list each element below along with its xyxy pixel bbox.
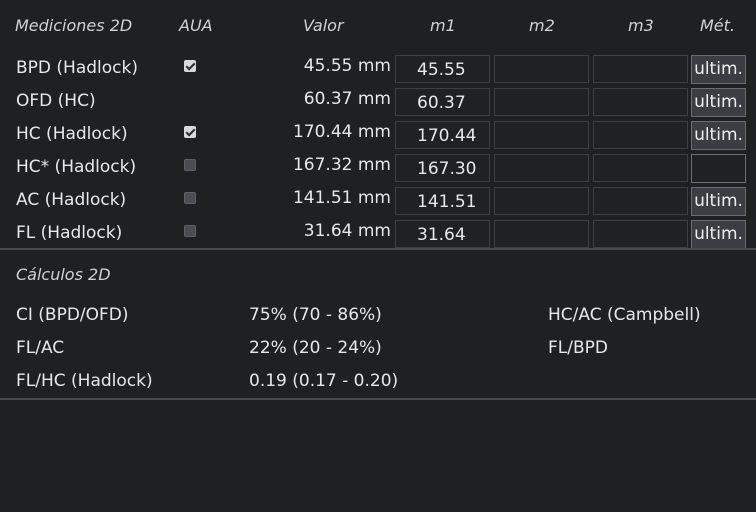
measurement-row-fl: FL (Hadlock) 31.64 mm 31.64 ultim. <box>0 217 756 250</box>
calc-name: FL/HC (Hadlock) <box>16 371 153 391</box>
measurement-value: 31.64 mm <box>303 221 391 241</box>
m2-field[interactable] <box>494 55 589 83</box>
section-title-calculos: Cálculos 2D <box>16 265 111 284</box>
measurement-name: FL (Hadlock) <box>16 223 123 243</box>
method-button[interactable]: ultim. <box>691 187 746 216</box>
measurement-name: HC (Hadlock) <box>16 124 128 144</box>
section-divider <box>0 248 756 250</box>
measurement-row-hc: HC (Hadlock) 170.44 mm 170.44 ultim. <box>0 118 756 151</box>
m3-field[interactable] <box>593 154 688 182</box>
method-button[interactable]: ultim. <box>691 55 746 84</box>
m1-value: 141.51 <box>417 192 477 212</box>
method-button[interactable]: ultim. <box>691 121 746 150</box>
m1-value: 167.30 <box>417 159 477 179</box>
column-header-m3: m3 <box>628 16 654 35</box>
measurement-row-ofd: OFD (HC) 60.37 mm 60.37 ultim. <box>0 85 756 118</box>
measurement-value: 170.44 mm <box>292 122 391 142</box>
aua-checkbox[interactable] <box>184 225 196 237</box>
m2-field[interactable] <box>494 121 589 149</box>
measurement-value: 167.32 mm <box>292 155 391 175</box>
section-title-mediciones: Mediciones 2D <box>15 16 133 35</box>
aua-checkbox[interactable] <box>184 126 196 138</box>
calc-value: 0.19 (0.17 - 0.20) <box>249 371 399 391</box>
m2-field[interactable] <box>494 88 589 116</box>
m3-field[interactable] <box>593 187 688 215</box>
measurement-value: 45.55 mm <box>303 56 391 76</box>
m1-field[interactable]: 141.51 <box>395 187 490 215</box>
m1-field[interactable]: 45.55 <box>395 55 490 83</box>
column-header-metodo: Mét. <box>700 16 736 35</box>
measurement-name: OFD (HC) <box>16 91 96 111</box>
measurement-name: AC (Hadlock) <box>16 190 127 210</box>
m3-field[interactable] <box>593 121 688 149</box>
calc-name-right: HC/AC (Campbell) <box>548 305 701 325</box>
m3-field[interactable] <box>593 220 688 248</box>
m3-field[interactable] <box>593 88 688 116</box>
column-header-valor: Valor <box>303 16 344 35</box>
column-header-aua: AUA <box>179 16 213 35</box>
aua-checkbox[interactable] <box>184 60 196 72</box>
m3-field[interactable] <box>593 55 688 83</box>
measurement-row-ac: AC (Hadlock) 141.51 mm 141.51 ultim. <box>0 184 756 217</box>
m1-field[interactable]: 167.30 <box>395 154 490 182</box>
method-button[interactable]: ultim. <box>691 220 746 249</box>
calc-name: FL/AC <box>16 338 65 358</box>
calc-name: CI (BPD/OFD) <box>16 305 129 325</box>
method-button[interactable]: ultim. <box>691 88 746 117</box>
m1-value: 31.64 <box>417 225 466 245</box>
method-button[interactable] <box>691 154 746 183</box>
section-divider <box>0 398 756 400</box>
column-header-m2: m2 <box>529 16 555 35</box>
measurement-name: HC* (Hadlock) <box>16 157 137 177</box>
m2-field[interactable] <box>494 187 589 215</box>
m1-field[interactable]: 60.37 <box>395 88 490 116</box>
calc-value: 75% (70 - 86%) <box>249 305 382 325</box>
m2-field[interactable] <box>494 220 589 248</box>
aua-checkbox[interactable] <box>184 192 196 204</box>
column-header-m1: m1 <box>430 16 456 35</box>
m1-value: 170.44 <box>417 126 477 146</box>
measurement-value: 141.51 mm <box>292 188 391 208</box>
m1-field[interactable]: 170.44 <box>395 121 490 149</box>
m2-field[interactable] <box>494 154 589 182</box>
aua-checkbox[interactable] <box>184 159 196 171</box>
m1-value: 60.37 <box>417 93 466 113</box>
calc-value: 22% (20 - 24%) <box>249 338 382 358</box>
measurement-name: BPD (Hadlock) <box>16 58 138 78</box>
calc-name-right: FL/BPD <box>548 338 608 358</box>
measurement-value: 60.37 mm <box>303 89 391 109</box>
measurement-row-bpd: BPD (Hadlock) 45.55 mm 45.55 ultim. <box>0 52 756 85</box>
m1-value: 45.55 <box>417 60 466 80</box>
measurement-row-hc-star: HC* (Hadlock) 167.32 mm 167.30 <box>0 151 756 184</box>
m1-field[interactable]: 31.64 <box>395 220 490 248</box>
